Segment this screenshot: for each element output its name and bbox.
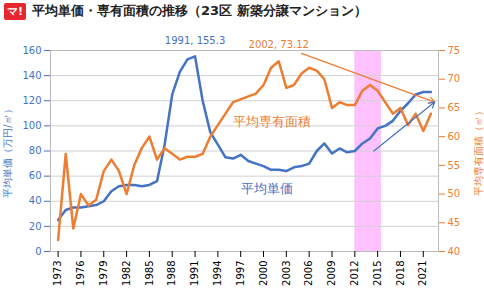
svg-text:平均専有面積: 平均専有面積 bbox=[233, 114, 311, 129]
svg-text:1988: 1988 bbox=[166, 261, 177, 286]
svg-text:2000: 2000 bbox=[258, 261, 269, 286]
svg-text:120: 120 bbox=[22, 95, 41, 106]
svg-text:1982: 1982 bbox=[121, 261, 132, 286]
svg-text:2009: 2009 bbox=[326, 261, 337, 286]
svg-text:80: 80 bbox=[29, 145, 42, 156]
svg-text:1994: 1994 bbox=[212, 261, 223, 286]
svg-text:40: 40 bbox=[29, 195, 42, 206]
svg-text:1976: 1976 bbox=[75, 261, 86, 286]
svg-text:1973: 1973 bbox=[52, 261, 63, 286]
svg-text:70: 70 bbox=[448, 73, 461, 84]
svg-text:2015: 2015 bbox=[372, 261, 383, 286]
svg-text:2003: 2003 bbox=[281, 261, 292, 286]
svg-text:65: 65 bbox=[448, 102, 461, 113]
svg-text:平均単価（万円/㎡）: 平均単価（万円/㎡） bbox=[2, 104, 13, 197]
html-text:マ!: マ! bbox=[7, 4, 23, 18]
svg-text:1985: 1985 bbox=[144, 261, 155, 286]
svg-text:2018: 2018 bbox=[395, 261, 406, 286]
svg-text:1991, 155.3: 1991, 155.3 bbox=[165, 35, 225, 46]
svg-text:平均単価: 平均単価 bbox=[241, 181, 293, 196]
html-text:平均単価・専有面積の推移（23区 新築分譲マンション）: 平均単価・専有面積の推移（23区 新築分譲マンション） bbox=[32, 3, 367, 18]
svg-text:1997: 1997 bbox=[235, 261, 246, 286]
svg-text:45: 45 bbox=[448, 217, 461, 228]
svg-text:2012: 2012 bbox=[349, 261, 360, 286]
svg-text:40: 40 bbox=[448, 246, 461, 257]
svg-text:55: 55 bbox=[448, 160, 461, 171]
svg-text:0: 0 bbox=[35, 246, 41, 257]
svg-text:20: 20 bbox=[29, 221, 42, 232]
svg-text:160: 160 bbox=[22, 45, 41, 56]
svg-text:100: 100 bbox=[22, 120, 41, 131]
svg-text:60: 60 bbox=[29, 170, 42, 181]
svg-text:2021: 2021 bbox=[417, 261, 428, 286]
svg-text:2006: 2006 bbox=[303, 261, 314, 286]
svg-text:2002, 73.12: 2002, 73.12 bbox=[249, 39, 309, 50]
svg-text:1979: 1979 bbox=[98, 261, 109, 286]
svg-text:60: 60 bbox=[448, 131, 461, 142]
svg-text:140: 140 bbox=[22, 70, 41, 81]
svg-text:平均専有面積（㎡）: 平均専有面積（㎡） bbox=[473, 106, 484, 196]
svg-text:75: 75 bbox=[448, 45, 461, 56]
svg-text:50: 50 bbox=[448, 188, 461, 199]
svg-text:1991: 1991 bbox=[189, 261, 200, 286]
